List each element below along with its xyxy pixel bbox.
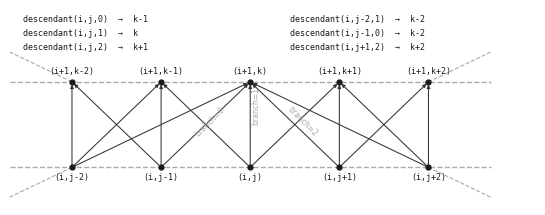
Text: descendant(i,j-1,0)  →  k-2: descendant(i,j-1,0) → k-2 — [290, 29, 425, 38]
Text: (i,j+1): (i,j+1) — [322, 173, 357, 182]
Text: (i,j+2): (i,j+2) — [411, 173, 446, 182]
Text: descendant(i,j+1,2)  →  k+2: descendant(i,j+1,2) → k+2 — [290, 43, 425, 52]
Text: (i+1,k-1): (i+1,k-1) — [138, 67, 184, 76]
Text: (i,j-1): (i,j-1) — [143, 173, 179, 182]
Text: branch=0: branch=0 — [193, 105, 226, 138]
Text: (i,j-2): (i,j-2) — [54, 173, 89, 182]
Text: branch=2: branch=2 — [286, 105, 319, 138]
Text: descendant(i,j,2)  →  k+1: descendant(i,j,2) → k+1 — [23, 43, 148, 52]
Text: descendant(i,j-2,1)  →  k-2: descendant(i,j-2,1) → k-2 — [290, 15, 425, 24]
Text: (i+1,k+2): (i+1,k+2) — [406, 67, 451, 76]
Text: (i,j): (i,j) — [238, 173, 263, 182]
Text: descendant(i,j,0)  →  k-1: descendant(i,j,0) → k-1 — [23, 15, 148, 24]
Text: (i+1,k+1): (i+1,k+1) — [317, 67, 362, 76]
Text: descendant(i,j,1)  →  k: descendant(i,j,1) → k — [23, 29, 138, 38]
Text: (i+1,k): (i+1,k) — [233, 67, 268, 76]
Text: branch=1: branch=1 — [251, 87, 260, 124]
Text: (i+1,k-2): (i+1,k-2) — [50, 67, 94, 76]
